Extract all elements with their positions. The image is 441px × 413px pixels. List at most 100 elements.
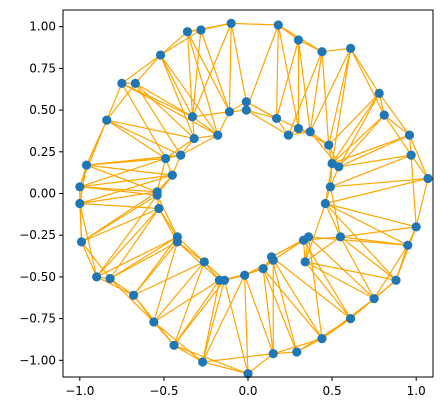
y-axis: 1.00 0.75 0.50 0.25 0.00 −0.25 −0.50 −0.75 −1.00 bbox=[19, 20, 63, 367]
data-point bbox=[334, 162, 344, 172]
y-tick-label: 0.75 bbox=[29, 61, 56, 75]
data-point bbox=[117, 78, 127, 88]
edge-line bbox=[273, 338, 323, 355]
edge-line bbox=[106, 119, 195, 140]
edge-line bbox=[230, 23, 247, 102]
edge-line bbox=[192, 116, 219, 136]
edge-line bbox=[134, 54, 161, 84]
x-tick-label: 1.0 bbox=[407, 384, 426, 398]
edge-line bbox=[186, 31, 219, 136]
edge-line bbox=[156, 158, 167, 192]
data-point bbox=[213, 130, 223, 140]
data-point bbox=[324, 140, 334, 150]
edge-line bbox=[324, 203, 342, 238]
edge-line bbox=[202, 280, 220, 363]
edge-line bbox=[330, 154, 412, 188]
data-point bbox=[75, 182, 85, 192]
data-point bbox=[268, 255, 278, 265]
data-point bbox=[160, 153, 171, 164]
edge-line bbox=[153, 279, 220, 323]
y-tick-label: 1.00 bbox=[29, 20, 56, 34]
data-point bbox=[241, 105, 251, 115]
edge-line bbox=[109, 208, 160, 279]
edge-line bbox=[173, 344, 249, 375]
edge-line bbox=[395, 226, 417, 281]
x-tick-label: 0.0 bbox=[238, 384, 257, 398]
edge-line bbox=[106, 119, 181, 156]
edge-line bbox=[378, 93, 410, 136]
edge-line bbox=[245, 24, 279, 111]
edge-line bbox=[133, 261, 205, 296]
edge-line bbox=[180, 134, 219, 156]
data-point bbox=[169, 340, 179, 350]
data-point bbox=[379, 110, 389, 120]
edge-line bbox=[415, 178, 429, 228]
data-point bbox=[411, 222, 421, 232]
data-point bbox=[345, 314, 356, 324]
edge-line bbox=[324, 203, 397, 281]
data-point bbox=[167, 170, 177, 180]
edge-line bbox=[79, 186, 83, 242]
data-point bbox=[149, 317, 159, 327]
edge-line bbox=[121, 82, 193, 118]
data-point bbox=[226, 18, 236, 28]
edge-line bbox=[109, 241, 178, 280]
edge-line bbox=[271, 256, 351, 320]
edge-line bbox=[302, 239, 352, 319]
edge-line bbox=[109, 278, 134, 296]
edge-line bbox=[153, 321, 203, 363]
edge-line bbox=[244, 275, 274, 354]
data-point bbox=[240, 270, 250, 280]
edge-line bbox=[408, 134, 429, 179]
edge-line bbox=[275, 25, 279, 119]
edge-line bbox=[79, 119, 108, 188]
data-point bbox=[273, 20, 283, 30]
x-tick-label: −0.5 bbox=[149, 384, 178, 398]
edge-line bbox=[321, 51, 330, 146]
data-point bbox=[189, 133, 199, 144]
edge-line bbox=[79, 157, 166, 188]
data-point bbox=[196, 25, 206, 35]
edge-line bbox=[86, 164, 158, 193]
edge-line bbox=[96, 236, 178, 278]
edge-line bbox=[202, 361, 249, 375]
edge-line bbox=[309, 51, 323, 132]
edge-line bbox=[202, 274, 246, 363]
points-layer bbox=[75, 18, 433, 379]
edge-line bbox=[309, 48, 352, 133]
y-tick-label: 0.25 bbox=[29, 145, 56, 159]
edge-line bbox=[325, 202, 417, 228]
data-point bbox=[271, 113, 282, 124]
edge-line bbox=[262, 268, 298, 353]
edge-line bbox=[246, 109, 289, 136]
edge-line bbox=[271, 239, 304, 258]
edge-line bbox=[191, 23, 232, 117]
edge-line bbox=[244, 275, 249, 374]
edge-line bbox=[373, 244, 409, 299]
data-point bbox=[406, 150, 416, 160]
edge-line bbox=[79, 203, 98, 278]
edge-line bbox=[321, 47, 351, 53]
edge-line bbox=[277, 24, 300, 129]
edge-line bbox=[159, 54, 195, 139]
data-point bbox=[258, 263, 268, 274]
edge-line bbox=[307, 236, 323, 339]
edge-line bbox=[331, 134, 410, 165]
data-point bbox=[298, 235, 309, 245]
data-point bbox=[152, 190, 162, 200]
edge-line bbox=[329, 186, 342, 237]
edge-line bbox=[325, 177, 429, 205]
data-point bbox=[292, 347, 302, 357]
edge-line bbox=[106, 83, 136, 121]
edge-line bbox=[231, 22, 279, 26]
edge-line bbox=[86, 164, 173, 176]
edge-line bbox=[304, 203, 326, 263]
data-point bbox=[369, 293, 379, 304]
data-point bbox=[268, 349, 278, 359]
data-point bbox=[187, 112, 198, 122]
edge-line bbox=[325, 202, 409, 246]
data-point bbox=[155, 50, 166, 60]
edge-line bbox=[173, 279, 220, 346]
